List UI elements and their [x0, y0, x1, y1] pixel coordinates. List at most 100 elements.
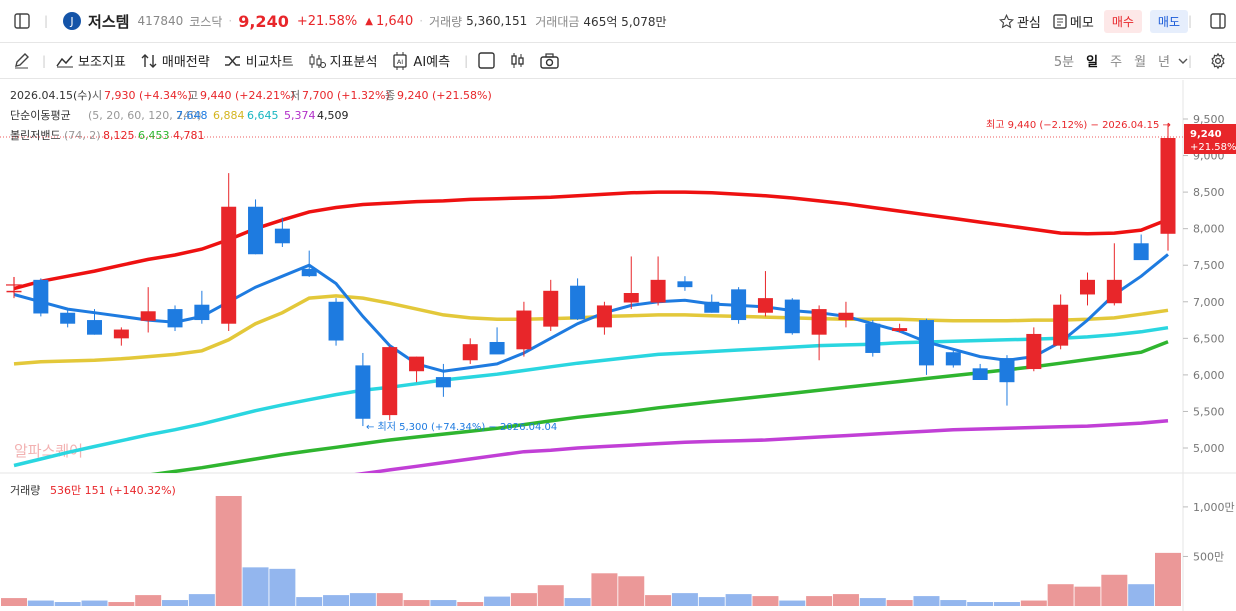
y-tick-label: 6,000: [1193, 369, 1225, 382]
panel-toggle-icon[interactable]: [14, 13, 30, 29]
ma120-value: 5,374: [284, 109, 316, 122]
candle-type-icon[interactable]: [509, 52, 526, 69]
candle-up: [462, 338, 478, 364]
candle-up: [757, 271, 773, 317]
candle-up: [1106, 243, 1122, 306]
buy-button[interactable]: 매수: [1103, 9, 1142, 33]
candle-body: [516, 310, 532, 350]
period-week[interactable]: 주: [1110, 55, 1123, 70]
volume-bar: [993, 602, 1020, 606]
period-year[interactable]: 년: [1158, 55, 1170, 70]
side-panel-icon[interactable]: [1210, 13, 1226, 29]
chart-toolbar: | 보조지표 매매전략 비교차트 지표분석 AI AI예측 | 5분 일 주 월…: [0, 43, 1236, 79]
candle-body: [274, 228, 290, 244]
volume-bar: [215, 495, 242, 606]
candle-down: [865, 320, 881, 357]
candle-body: [918, 320, 934, 366]
camera-icon[interactable]: [540, 52, 559, 69]
y-tick-label: 8,500: [1193, 186, 1225, 199]
volume-bar: [806, 596, 833, 606]
volume-bar: [376, 593, 403, 606]
tool-label-ai: AI예측: [413, 55, 451, 70]
candle-down: [60, 309, 76, 328]
period-day[interactable]: 일: [1086, 55, 1099, 70]
candle-down: [355, 352, 371, 427]
price-chart[interactable]: 2026.04.15(수) 시 7,930 (+4.34%) 고 9,440 (…: [0, 80, 1236, 611]
memo-icon[interactable]: [1053, 13, 1067, 29]
volume-bar: [1155, 552, 1181, 606]
memo-button[interactable]: 메모: [1069, 15, 1094, 31]
pencil-icon[interactable]: [13, 52, 30, 69]
sell-button[interactable]: 매도: [1149, 9, 1188, 33]
y-tick-label: 7,500: [1193, 259, 1225, 272]
candle-body: [1079, 279, 1095, 295]
y-tick-label: 5,500: [1193, 405, 1225, 418]
ma20-value: 6,884: [213, 109, 245, 122]
candle-body: [1133, 243, 1149, 261]
period-month[interactable]: 월: [1134, 55, 1147, 70]
close-label: 종: [385, 89, 395, 102]
candle-down: [972, 363, 988, 381]
volume-bar: [564, 598, 591, 606]
ai-predict-tool[interactable]: AI AI예측: [391, 51, 450, 70]
y-tick-label: 9,500: [1193, 113, 1225, 126]
star-icon[interactable]: [998, 13, 1014, 29]
candle-body: [570, 285, 586, 320]
candle-body: [945, 352, 961, 366]
tool-label-indicator: 보조지표: [78, 55, 126, 70]
volume-bar: [913, 596, 940, 606]
candle-body: [382, 347, 398, 416]
candle-body: [704, 301, 720, 313]
compare-tool[interactable]: 비교차트: [224, 51, 294, 70]
period-5min[interactable]: 5분: [1053, 55, 1075, 70]
candle-body: [1160, 138, 1176, 234]
candle-body: [409, 356, 425, 372]
watch-button[interactable]: 관심: [1016, 15, 1041, 31]
strategy-tool[interactable]: 매매전략: [140, 51, 210, 70]
candle-up: [650, 256, 666, 306]
amount-label: 거래대금: [535, 14, 580, 29]
ma5-value: 7,648: [176, 109, 208, 122]
candle-down: [677, 276, 693, 291]
ma-label: 단순이동평균: [10, 109, 71, 122]
candle-body: [1106, 279, 1122, 304]
candle-body: [194, 304, 210, 321]
candle-up: [892, 323, 908, 333]
indicator-tool[interactable]: 보조지표: [56, 51, 126, 70]
candle-up: [1079, 272, 1095, 306]
volume-bar: [1074, 586, 1101, 606]
candle-body: [113, 329, 129, 339]
volume-bar: [537, 585, 564, 606]
analysis-tool[interactable]: 지표분석: [308, 51, 377, 70]
stock-name: 저스템: [88, 12, 130, 31]
candle-down: [999, 355, 1015, 406]
volume-bar: [645, 595, 672, 606]
gear-icon[interactable]: [1209, 52, 1227, 70]
volume-bar: [859, 598, 886, 606]
bb-label: 볼린저밴드: [10, 129, 61, 142]
high-value: 9,440 (+24.21%): [200, 89, 295, 102]
price-tag-pct: +21.58%: [1190, 142, 1236, 153]
candle-body: [60, 312, 76, 324]
square-icon[interactable]: [478, 52, 495, 69]
volume-bar: [967, 602, 994, 606]
candle-down: [274, 217, 290, 247]
volume-value: 5,360,151: [466, 14, 528, 28]
ma20-line: [13, 294, 1169, 366]
stock-header: | J 저스템 417840 코스닥 · 9,240 +21.58% ▲ 1,6…: [0, 0, 1236, 43]
candle-down: [33, 278, 49, 317]
volume-bar: [618, 576, 645, 606]
change-pct: +21.58%: [296, 13, 358, 29]
shuffle-icon: [224, 55, 240, 66]
candle-up: [221, 173, 237, 332]
svg-text:AI: AI: [397, 58, 403, 66]
volume-bar: [403, 600, 430, 606]
candle-body: [650, 279, 666, 303]
chevron-down-icon[interactable]: [1178, 57, 1188, 65]
indicator-icon: [56, 55, 74, 67]
price-tag-value: 9,240: [1190, 129, 1222, 140]
watermark-logo: 알파스퀘어: [14, 442, 83, 460]
candle-up: [140, 287, 156, 333]
candle-body: [838, 312, 854, 321]
volume-bar: [510, 593, 537, 606]
